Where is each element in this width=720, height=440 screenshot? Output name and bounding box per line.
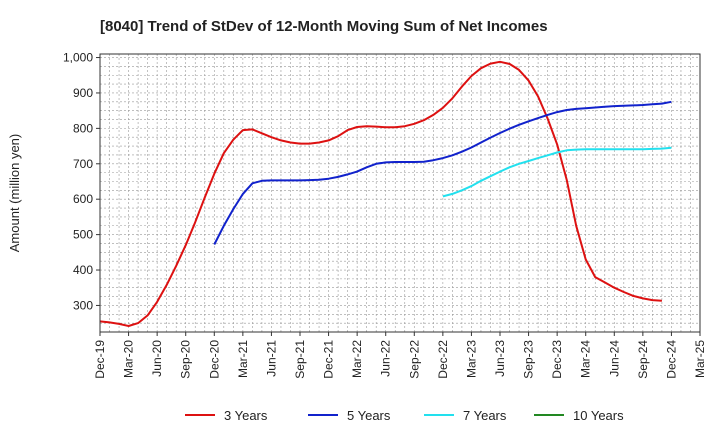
x-tick-label: Jun-21 xyxy=(264,340,278,377)
x-tick-label: Mar-24 xyxy=(579,340,593,378)
y-tick-label: 900 xyxy=(73,86,93,100)
legend-item-5-years: 5 Years xyxy=(308,408,391,423)
series-lines xyxy=(99,60,672,327)
x-tick-label: Sep-21 xyxy=(293,340,307,379)
y-tick-label: 800 xyxy=(73,121,93,135)
x-tick-label: Dec-19 xyxy=(93,340,107,379)
y-tick-label: 1,000 xyxy=(63,51,93,65)
legend: 3 Years 5 Years 7 Years 10 Years xyxy=(185,408,624,423)
x-tick-label: Sep-23 xyxy=(522,340,536,379)
chart-title: [8040] Trend of StDev of 12-Month Moving… xyxy=(100,18,548,35)
legend-label: 5 Years xyxy=(347,408,391,423)
y-axis-ticks: 300 400 500 600 700 800 900 1,000 xyxy=(63,51,100,312)
legend-item-7-years: 7 Years xyxy=(424,408,507,423)
legend-label: 3 Years xyxy=(224,408,268,423)
y-axis-label: Amount (million yen) xyxy=(7,134,22,253)
x-tick-label: Jun-22 xyxy=(379,340,393,377)
legend-item-3-years: 3 Years xyxy=(185,408,268,423)
x-tick-label: Mar-23 xyxy=(464,340,478,378)
y-tick-label: 500 xyxy=(73,228,93,242)
x-tick-label: Jun-23 xyxy=(493,340,507,377)
x-tick-label: Jun-20 xyxy=(150,340,164,377)
x-tick-label: Dec-24 xyxy=(664,340,678,379)
legend-item-10-years: 10 Years xyxy=(534,408,624,423)
y-tick-label: 300 xyxy=(73,298,93,312)
series-line-5-years xyxy=(213,100,672,245)
grid xyxy=(100,54,700,332)
x-tick-label: Dec-20 xyxy=(207,340,221,379)
series-line-3-years xyxy=(99,60,662,327)
x-tick-label: Mar-20 xyxy=(122,340,136,378)
x-axis-ticks: Dec-19 Mar-20 Jun-20 Sep-20 Dec-20 Mar-21 Jun-… xyxy=(93,332,707,379)
x-tick-label: Dec-23 xyxy=(550,340,564,379)
x-tick-label: Mar-21 xyxy=(236,340,250,378)
x-tick-label: Jun-24 xyxy=(607,340,621,377)
x-tick-label: Sep-22 xyxy=(407,340,421,379)
x-tick-label: Mar-25 xyxy=(693,340,707,378)
x-tick-label: Sep-20 xyxy=(179,340,193,379)
plot-border xyxy=(99,53,701,333)
y-tick-label: 400 xyxy=(73,263,93,277)
x-tick-label: Sep-24 xyxy=(636,340,650,379)
x-tick-label: Dec-21 xyxy=(322,340,336,379)
x-tick-label: Dec-22 xyxy=(436,340,450,379)
legend-label: 7 Years xyxy=(463,408,507,423)
series-line-7-years xyxy=(442,146,672,198)
y-tick-label: 600 xyxy=(73,192,93,206)
legend-label: 10 Years xyxy=(573,408,624,423)
x-tick-label: Mar-22 xyxy=(350,340,364,378)
y-tick-label: 700 xyxy=(73,157,93,171)
